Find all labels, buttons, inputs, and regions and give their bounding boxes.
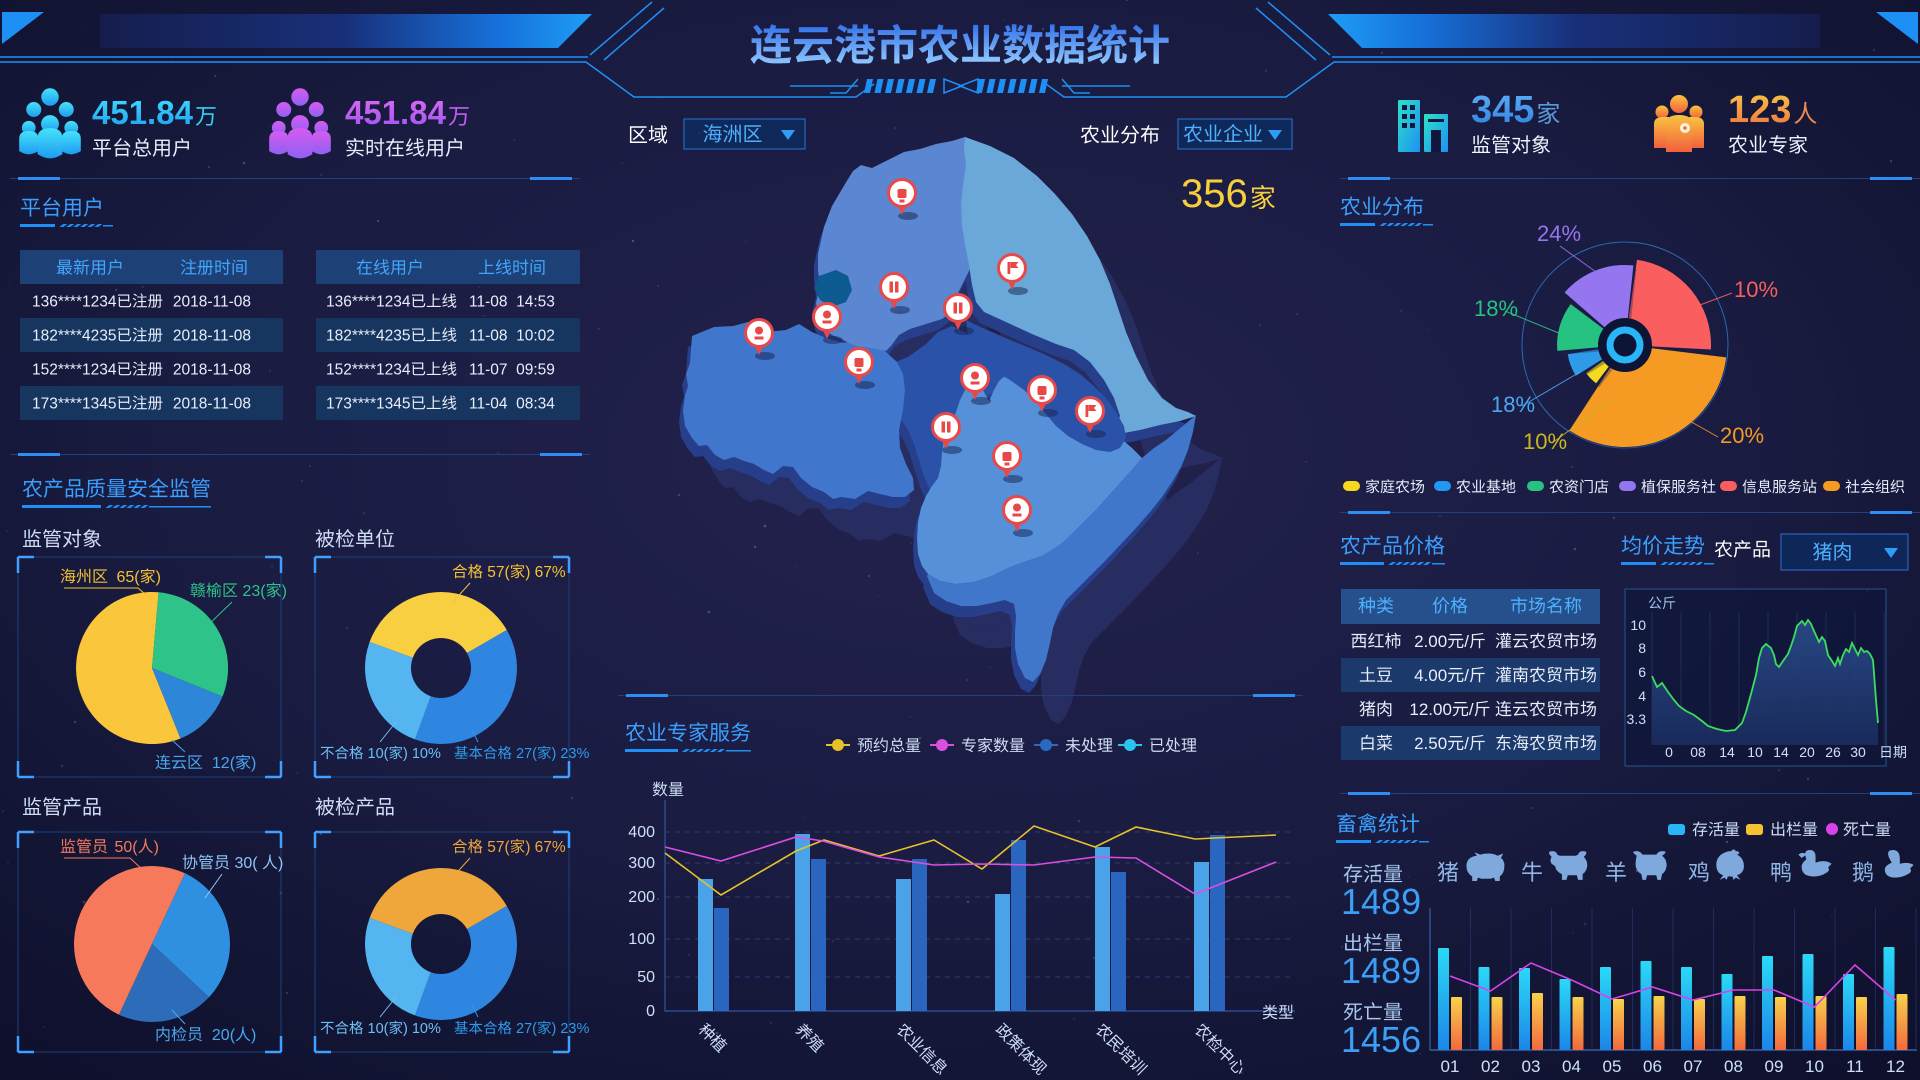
svg-text:1489: 1489 [1341,881,1421,922]
svg-text:08: 08 [1690,744,1706,760]
svg-text:) 67%: ) 67% [525,564,566,581]
svg-text:): ) [251,755,256,772]
svg-text:10: 10 [1630,617,1646,633]
svg-text:2018-11-08: 2018-11-08 [173,396,251,413]
svg-text:0: 0 [646,1003,655,1020]
svg-text:57(: 57( [483,839,511,856]
svg-text:02: 02 [1481,1057,1500,1076]
svg-text:): ) [154,839,159,856]
svg-text:1456: 1456 [1341,1019,1421,1060]
svg-text:2.50: 2.50 [1414,734,1447,753]
svg-text:27(: 27( [512,746,537,762]
svg-text:10: 10 [1805,1057,1824,1076]
svg-text:01: 01 [1441,1057,1460,1076]
svg-text:1489: 1489 [1341,950,1421,991]
svg-text:): ) [278,855,283,872]
svg-text:50: 50 [637,969,655,986]
svg-text:) 10%: ) 10% [403,746,441,762]
svg-text:10(: 10( [364,746,389,762]
svg-text:04: 04 [1562,1057,1581,1076]
svg-text:) 23%: ) 23% [552,746,590,762]
svg-text:10%: 10% [1523,429,1567,454]
svg-text:07: 07 [1684,1057,1703,1076]
svg-text:14: 14 [1719,744,1735,760]
svg-text:30(: 30( [230,855,262,872]
svg-text:152****1234: 152****1234 [32,362,117,379]
svg-text:/: / [1464,632,1469,651]
svg-text:152****1234: 152****1234 [326,362,411,379]
svg-text:57(: 57( [483,564,511,581]
svg-text:/: / [1464,666,1469,685]
svg-text:50(: 50( [110,839,138,856]
svg-text:10: 10 [1747,744,1763,760]
svg-text:18%: 18% [1491,392,1535,417]
svg-text:345: 345 [1471,89,1534,131]
svg-text:08: 08 [1724,1057,1743,1076]
svg-text:173****1345: 173****1345 [326,396,410,413]
svg-text:8: 8 [1638,640,1646,656]
svg-text:18%: 18% [1474,296,1518,321]
svg-text:11-07 09:59: 11-07 09:59 [469,362,555,379]
svg-text:/: / [1464,734,1469,753]
svg-text:11-08 10:02: 11-08 10:02 [469,328,555,345]
svg-text:300: 300 [628,855,655,872]
svg-text:09: 09 [1765,1057,1784,1076]
svg-text:14: 14 [1773,744,1789,760]
svg-text:12: 12 [1886,1057,1905,1076]
svg-text:30: 30 [1850,744,1866,760]
svg-text:26: 26 [1825,744,1841,760]
svg-text:05: 05 [1603,1057,1622,1076]
svg-text:20%: 20% [1720,423,1764,448]
svg-text:100: 100 [628,931,655,948]
svg-text:65(: 65( [112,569,140,586]
svg-text:20(: 20( [203,1027,236,1044]
svg-text:12(: 12( [203,755,236,772]
svg-text:24%: 24% [1537,221,1581,246]
svg-text:6: 6 [1638,664,1646,680]
svg-text:) 23%: ) 23% [552,1021,590,1037]
svg-text:) 67%: ) 67% [525,839,566,856]
svg-text:23(: 23( [238,583,266,600]
svg-text:11: 11 [1846,1057,1864,1076]
svg-text:200: 200 [628,889,655,906]
svg-text:): ) [156,569,161,586]
svg-text:10(: 10( [364,1021,389,1037]
svg-text:2018-11-08: 2018-11-08 [173,362,251,379]
svg-text:451.84: 451.84 [345,94,447,131]
svg-text:): ) [251,1027,256,1044]
svg-text:182****4235: 182****4235 [326,328,410,345]
svg-text:27(: 27( [512,1021,537,1037]
svg-text:11-08 14:53: 11-08 14:53 [469,294,555,311]
svg-text:/: / [1469,700,1474,719]
svg-text:06: 06 [1643,1057,1662,1076]
svg-text:) 10%: ) 10% [403,1021,441,1037]
svg-text:12.00: 12.00 [1409,700,1452,719]
svg-text:356: 356 [1181,172,1248,216]
svg-text:2018-11-08: 2018-11-08 [173,328,251,345]
svg-text:182****4235: 182****4235 [32,328,116,345]
svg-text:20: 20 [1799,744,1815,760]
svg-text:): ) [282,583,287,600]
svg-text:0: 0 [1665,744,1673,760]
svg-text:4.00: 4.00 [1414,666,1447,685]
svg-text:123: 123 [1728,89,1791,131]
svg-text:451.84: 451.84 [92,94,194,131]
svg-text:4: 4 [1638,688,1646,704]
svg-text:400: 400 [628,824,655,841]
svg-text:173****1345: 173****1345 [32,396,116,413]
svg-text:03: 03 [1522,1057,1541,1076]
svg-text:2.00: 2.00 [1414,632,1447,651]
svg-text:136****1234: 136****1234 [326,294,411,311]
svg-text:10%: 10% [1734,277,1778,302]
svg-text:136****1234: 136****1234 [32,294,117,311]
svg-text:3.3: 3.3 [1627,711,1647,727]
svg-text:2018-11-08: 2018-11-08 [173,294,251,311]
svg-text:11-04 08:34: 11-04 08:34 [469,396,555,413]
